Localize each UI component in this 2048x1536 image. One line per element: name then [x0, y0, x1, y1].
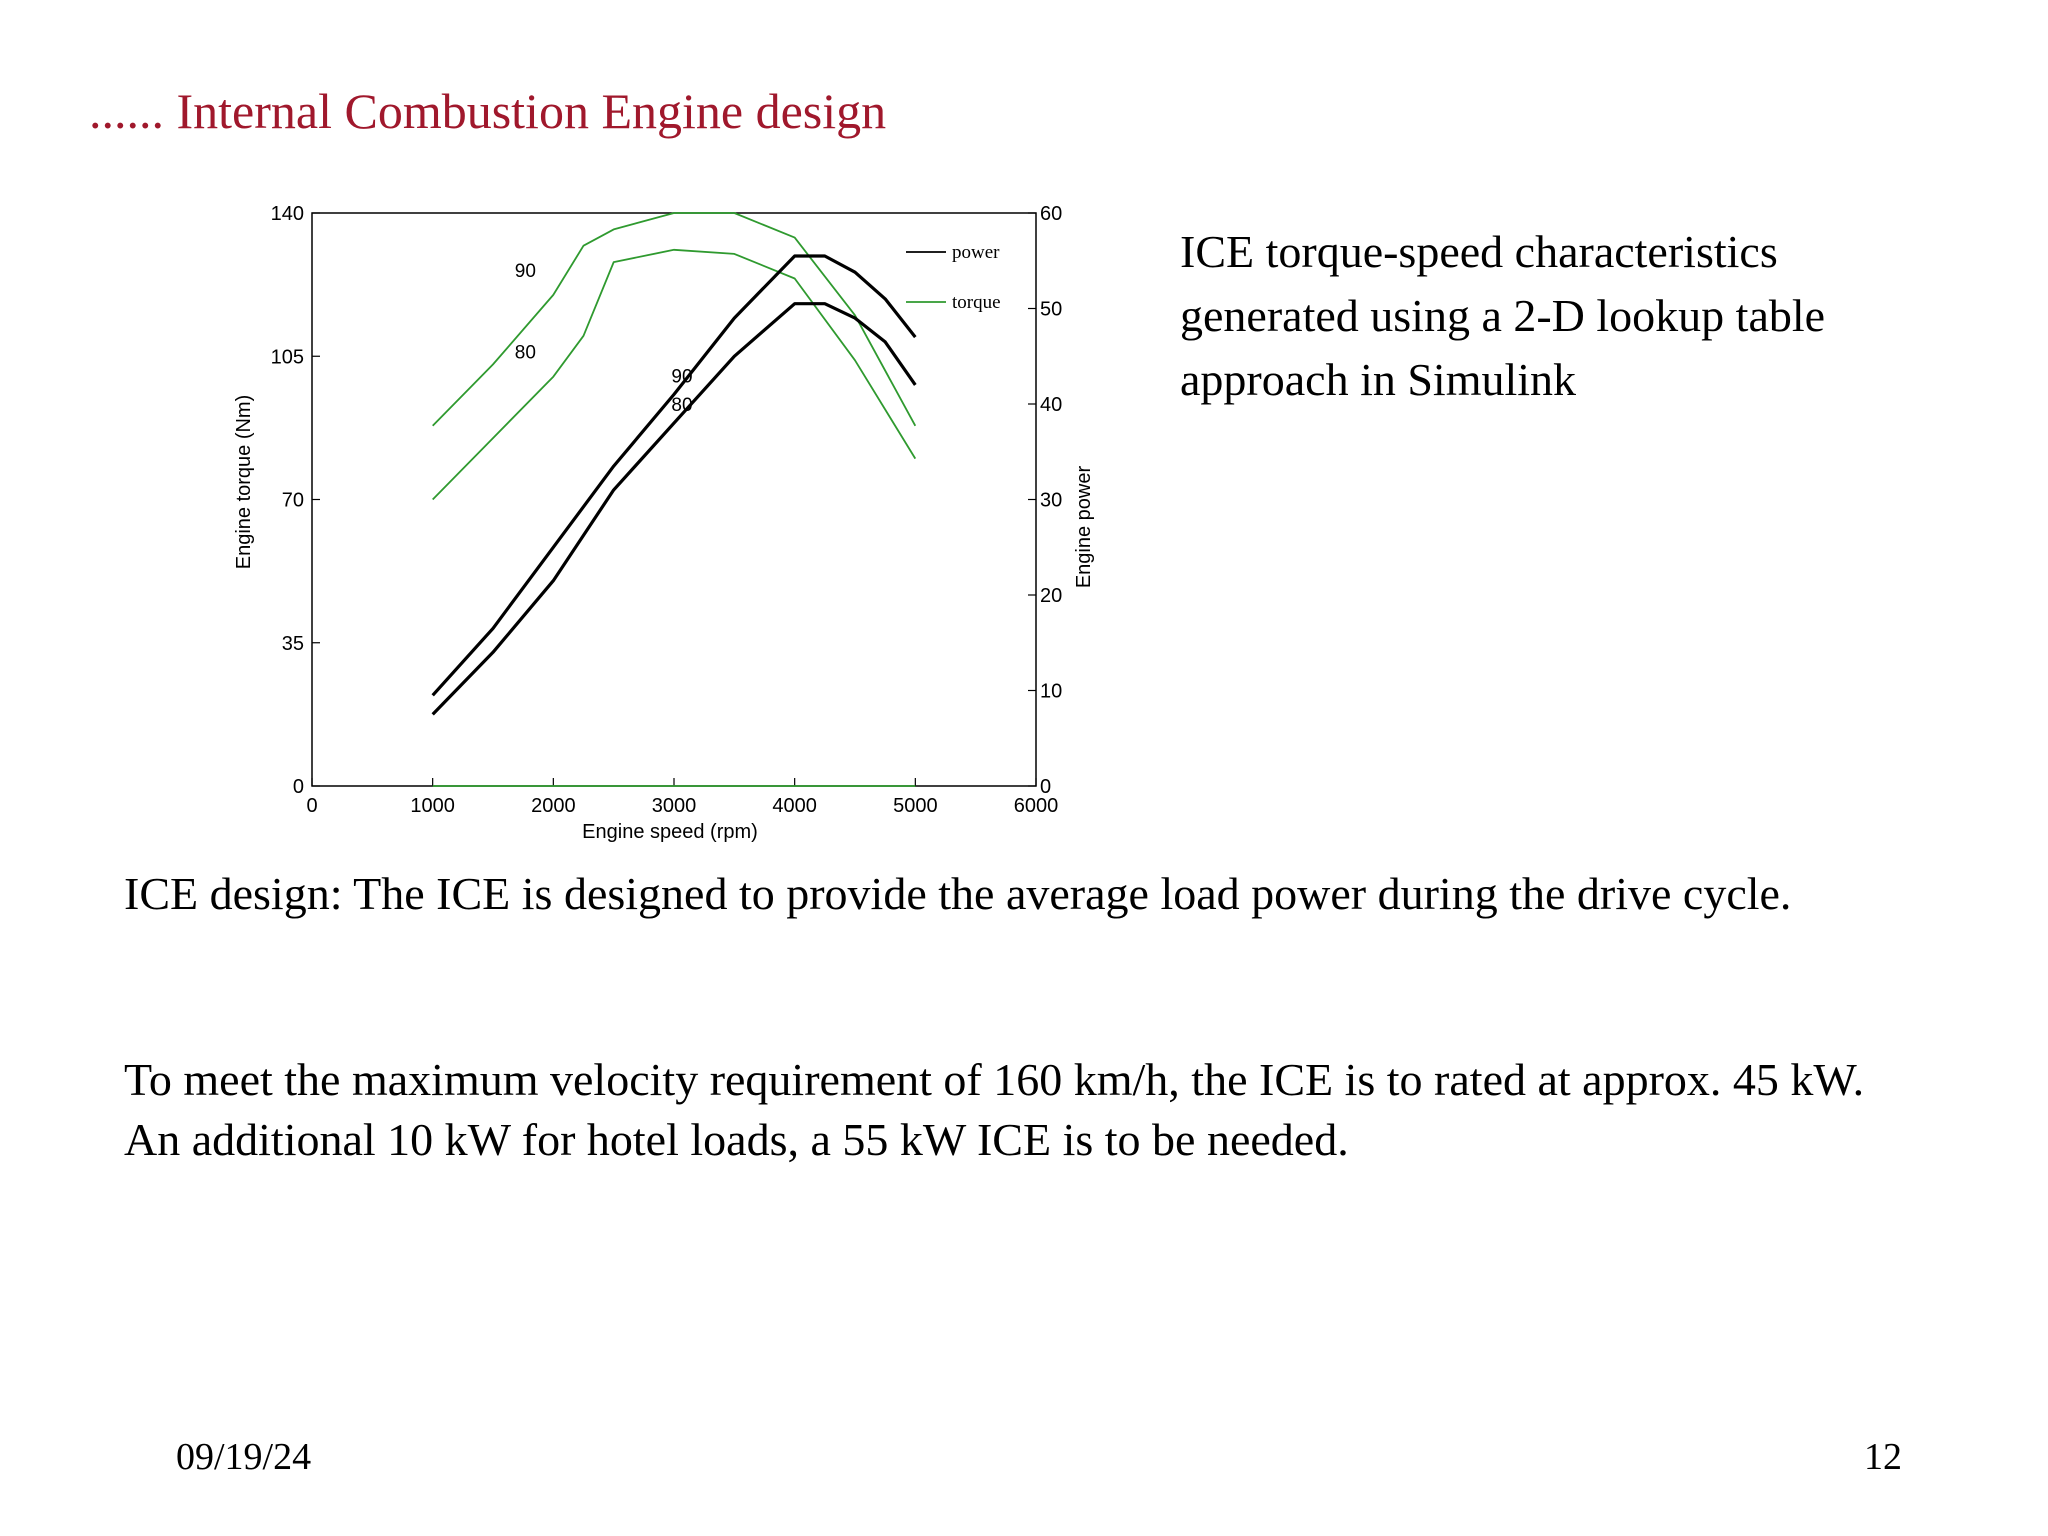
chart-description-line: generated using a 2-D lookup table: [1180, 290, 1826, 341]
velocity-requirement-paragraph: To meet the maximum velocity requirement…: [124, 1054, 1865, 1165]
chart-description-line: ICE torque-speed characteristics: [1180, 226, 1778, 277]
plot-frame: [311, 212, 1037, 787]
y-tick-label-left: 105: [271, 346, 304, 368]
x-tick-label: 5000: [893, 795, 938, 817]
y-tick-label-right: 50: [1040, 299, 1062, 321]
footer-date: 09/19/24: [176, 1436, 312, 1478]
y-tick-label-right: 0: [1040, 776, 1051, 798]
y-tick-label-left: 140: [271, 203, 304, 225]
legend-label-torque: torque: [952, 292, 1001, 313]
torque-curve-label: 80: [515, 343, 536, 364]
y-tick-label-left: 0: [293, 776, 304, 798]
power-curve-label: 80: [671, 395, 692, 416]
y-tick-label-left: 35: [282, 633, 304, 655]
power-curve-80: [431, 302, 917, 716]
x-tick-label: 0: [306, 795, 317, 817]
y-tick-label-right: 40: [1040, 394, 1062, 416]
torque-curve-80: [432, 248, 917, 501]
x-tick-label: 6000: [1014, 795, 1059, 817]
x-axis-title: Engine speed (rpm): [582, 821, 758, 843]
x-tick-label: 1000: [410, 795, 455, 817]
chart-curves: [431, 212, 917, 787]
power-curve-label: 90: [671, 366, 692, 387]
chart-axes: [311, 212, 1037, 787]
x-tick-label: 2000: [531, 795, 576, 817]
chart-description: ICE torque-speed characteristics generat…: [1180, 220, 1825, 412]
chart-curve-labels: 90 80 90 80: [515, 261, 693, 416]
y-tick-label-left: 70: [282, 490, 304, 512]
x-tick-label: 3000: [652, 795, 697, 817]
y-tick-label-right: 10: [1040, 681, 1062, 703]
y-tick-label-right: 30: [1040, 490, 1062, 512]
torque-power-chart: 0 1000 2000 3000 4000 5000 6000035701051400102…: [233, 203, 1095, 843]
chart-description-line: approach in Simulink: [1180, 354, 1577, 405]
y-axis-title-left: Engine torque (Nm): [233, 395, 255, 570]
torque-curve-90: [432, 212, 917, 427]
y-axis-title-right: Engine power: [1073, 466, 1095, 589]
legend-label-power: power: [952, 242, 1000, 263]
y-tick-label-right: 20: [1040, 585, 1062, 607]
page-number: 12: [1864, 1436, 1902, 1478]
torque-curve-label: 90: [515, 261, 536, 282]
y-tick-label-right: 60: [1040, 203, 1062, 225]
ice-design-paragraph: ICE design: The ICE is designed to provi…: [124, 868, 1792, 919]
chart-ticks: 0 1000 2000 3000 4000 5000 6000035701051400102…: [271, 203, 1063, 817]
power-curve-90: [431, 254, 917, 697]
slide-title: ...... Internal Combustion Engine design: [89, 83, 887, 139]
x-tick-label: 4000: [772, 795, 817, 817]
chart-legend: power torque: [906, 242, 1001, 313]
